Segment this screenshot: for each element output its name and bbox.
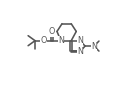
Text: N: N <box>91 42 97 51</box>
Text: N: N <box>58 36 64 45</box>
Text: O: O <box>40 36 47 45</box>
Text: N: N <box>77 36 83 45</box>
Text: N: N <box>77 47 83 56</box>
Text: O: O <box>48 27 55 36</box>
